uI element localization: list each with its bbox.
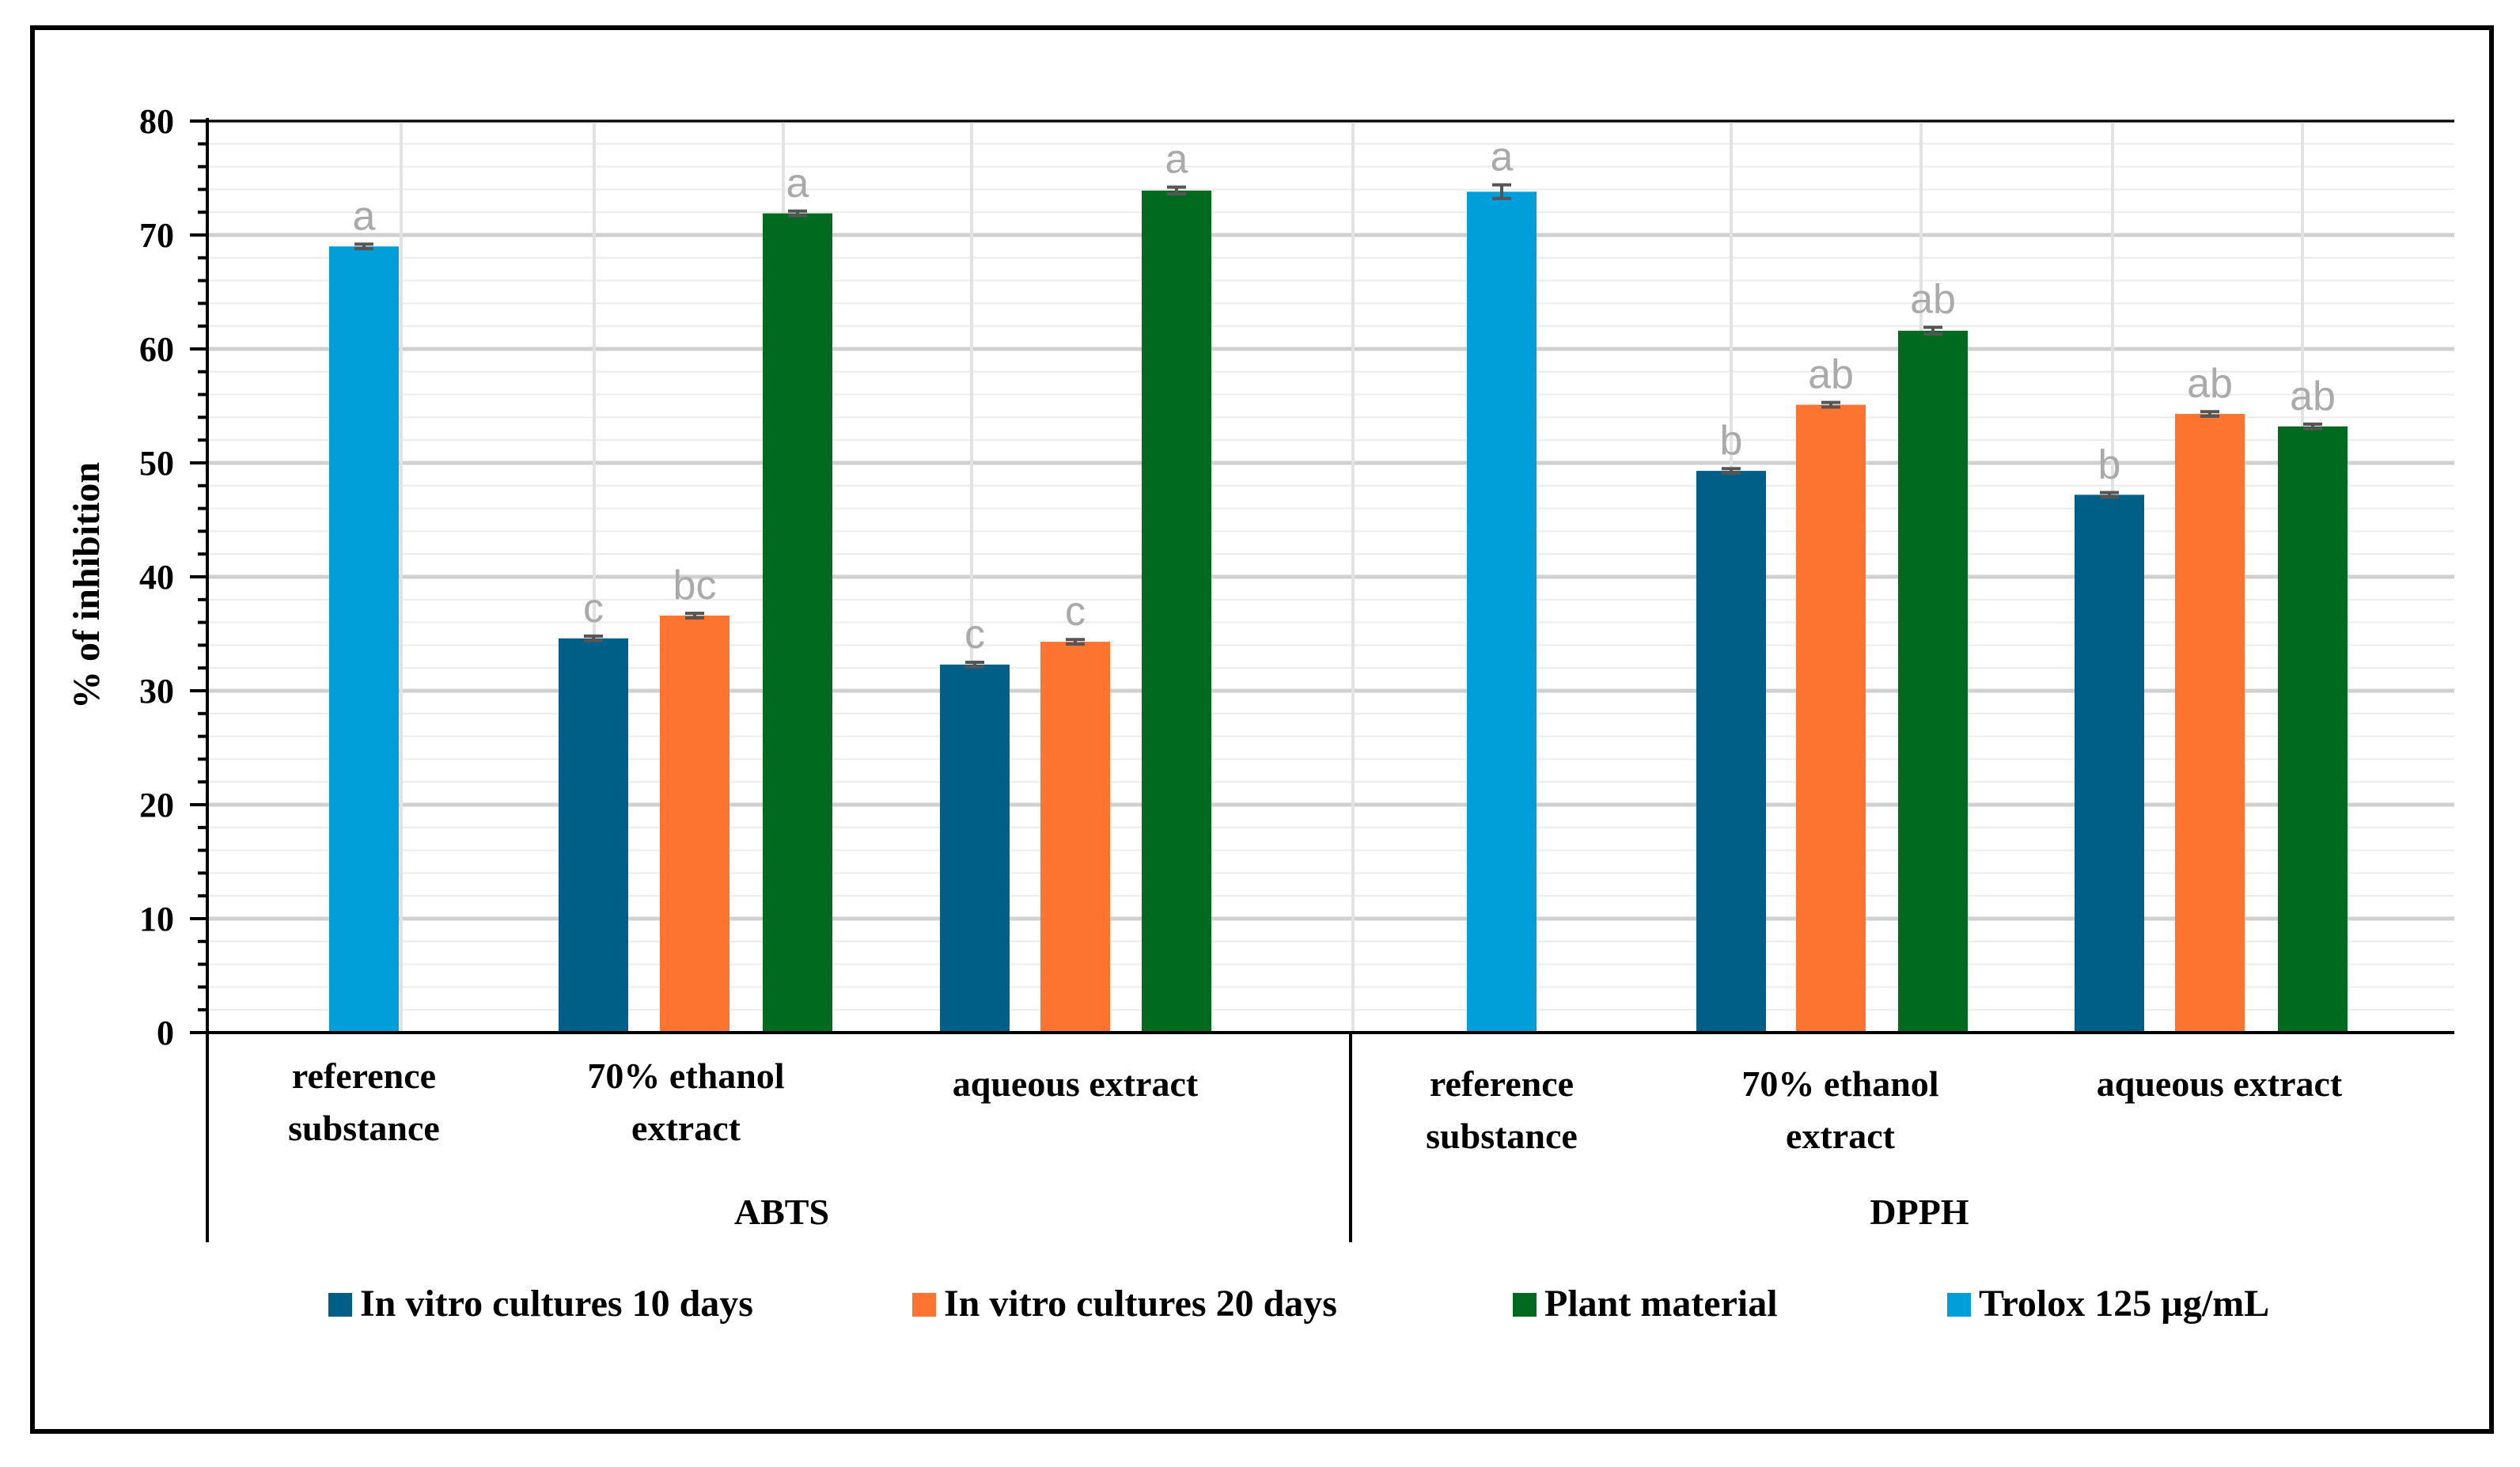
error-bar — [1492, 183, 1511, 200]
legend-label: In vitro cultures 20 days — [944, 1283, 1337, 1325]
significance-label: a — [353, 194, 376, 240]
significance-label: b — [1720, 418, 1743, 464]
bar — [660, 615, 729, 1033]
error-bar — [2200, 410, 2219, 418]
legend-item: Trolox 125 µg/mL — [1947, 1283, 2269, 1325]
bar — [1467, 191, 1537, 1033]
significance-label: b — [2098, 442, 2121, 487]
category-label: extract — [631, 1108, 741, 1148]
error-bar — [685, 612, 704, 620]
significance-label: ab — [1808, 352, 1854, 398]
y-axis-title: % of inhibition — [66, 462, 108, 709]
y-tick-label: 20 — [139, 786, 174, 824]
y-tick-label: 30 — [139, 672, 174, 711]
category-label: 70% ethanol — [587, 1056, 784, 1096]
bar — [940, 664, 1010, 1033]
bar — [559, 638, 628, 1033]
error-bar — [584, 634, 603, 643]
bar — [2075, 495, 2144, 1033]
significance-label: a — [1165, 137, 1188, 183]
category-label: reference — [292, 1056, 436, 1096]
y-tick-label: 40 — [139, 558, 174, 597]
category-label: extract — [1786, 1116, 1896, 1156]
category-label: 70% ethanol — [1741, 1063, 1938, 1104]
legend-item: In vitro cultures 10 days — [328, 1283, 753, 1325]
significance-label: ab — [1910, 277, 1956, 323]
group-label: ABTS — [734, 1192, 829, 1232]
error-bar — [354, 242, 373, 251]
category-label: substance — [1426, 1116, 1578, 1156]
bar — [329, 246, 399, 1033]
significance-label: c — [964, 612, 985, 658]
y-tick-label: 80 — [139, 102, 174, 141]
significance-label: bc — [673, 563, 717, 608]
legend-swatch — [912, 1293, 936, 1317]
error-bar — [1821, 400, 1840, 409]
error-bar — [2303, 423, 2322, 430]
error-bar — [1923, 325, 1942, 336]
error-bar — [1722, 467, 1741, 475]
error-bar — [2100, 491, 2119, 499]
bar — [763, 213, 832, 1033]
legend-swatch — [328, 1293, 352, 1317]
significance-label: c — [583, 586, 604, 631]
bar — [2175, 414, 2245, 1033]
significance-label: c — [1065, 589, 1086, 635]
legend: In vitro cultures 10 days In vitro cultur… — [328, 1283, 2269, 1325]
y-tick-label: 0 — [157, 1014, 174, 1052]
legend-swatch — [1947, 1293, 1971, 1317]
category-label: aqueous extract — [953, 1063, 1199, 1104]
axis-layer: 0 10 20 30 40 50 60 70 80 — [139, 102, 2454, 1242]
bar — [1142, 190, 1211, 1033]
y-tick-label: 50 — [139, 444, 174, 483]
bar — [1898, 330, 1968, 1033]
legend-label: Trolox 125 µg/mL — [1979, 1283, 2269, 1325]
error-bar — [965, 661, 984, 669]
y-tick-label: 10 — [139, 900, 174, 938]
category-label: reference — [1430, 1063, 1574, 1104]
legend-item: In vitro cultures 20 days — [912, 1283, 1337, 1325]
error-bar — [1066, 638, 1085, 646]
significance-label: ab — [2290, 373, 2336, 419]
legend-swatch — [1513, 1293, 1537, 1317]
bar — [1040, 642, 1110, 1033]
significance-label: a — [786, 161, 809, 207]
y-tick-label: 60 — [139, 330, 174, 369]
bar — [1796, 404, 1866, 1033]
significance-label: a — [1491, 135, 1514, 180]
significance-label: ab — [2187, 361, 2233, 407]
legend-label: Plant material — [1544, 1283, 1778, 1325]
error-bar — [788, 209, 807, 218]
group-label: DPPH — [1870, 1192, 1969, 1232]
error-bar — [1167, 185, 1186, 196]
bar — [1696, 471, 1766, 1033]
category-label: substance — [288, 1108, 440, 1148]
category-label: aqueous extract — [2097, 1063, 2343, 1104]
bar — [2278, 426, 2348, 1033]
bars-layer — [329, 183, 2348, 1033]
legend-item: Plant material — [1513, 1283, 1778, 1325]
legend-label: In vitro cultures 10 days — [360, 1283, 753, 1325]
y-tick-label: 70 — [139, 216, 174, 255]
